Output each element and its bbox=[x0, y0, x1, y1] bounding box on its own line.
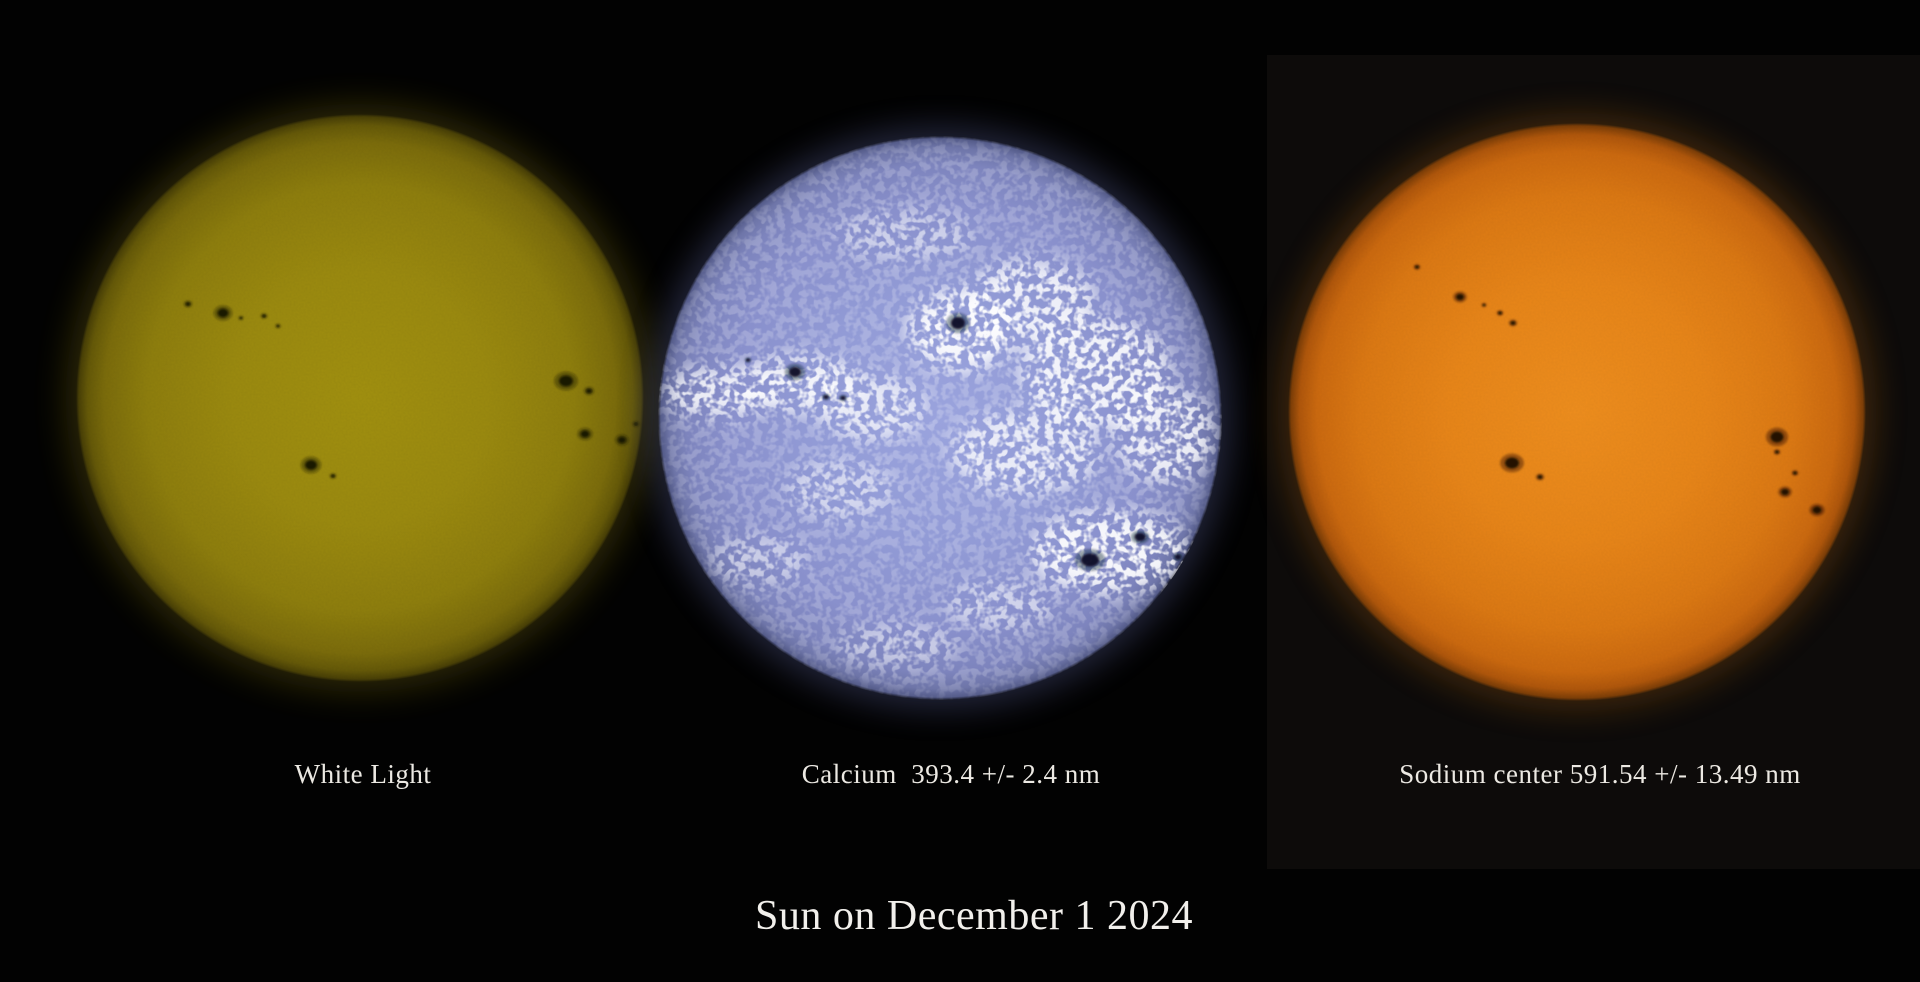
sun-disk-white-light bbox=[66, 104, 654, 692]
sun-disk-sodium bbox=[1278, 113, 1876, 711]
caption-sodium: Sodium center 591.54 +/- 13.49 nm bbox=[1399, 759, 1801, 789]
sunspots-calcium bbox=[744, 312, 1184, 572]
caption-white-light: White Light bbox=[294, 759, 432, 789]
plage-texture bbox=[663, 141, 1217, 695]
image-title: Sun on December 1 2024 bbox=[755, 893, 1193, 939]
sun-disk-calcium bbox=[648, 126, 1232, 710]
sunspots-sodium bbox=[1413, 264, 1825, 517]
sunspots-white-light bbox=[183, 300, 640, 479]
caption-calcium: Calcium 393.4 +/- 2.4 nm bbox=[801, 759, 1101, 789]
